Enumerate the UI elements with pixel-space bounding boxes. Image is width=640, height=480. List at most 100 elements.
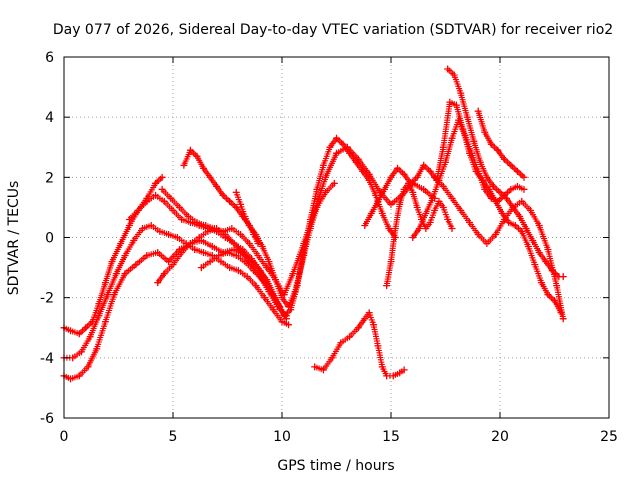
x-tick-label: 25 — [600, 429, 618, 445]
data-point — [442, 158, 449, 166]
data-point — [513, 167, 521, 175]
y-tick-label: 6 — [45, 50, 54, 66]
x-tick-label: 20 — [491, 429, 509, 445]
data-point — [258, 243, 266, 251]
x-tick-label: 0 — [60, 429, 69, 445]
data-point — [365, 309, 373, 317]
data-point — [389, 372, 397, 380]
data-point — [95, 312, 103, 320]
data-point — [468, 149, 476, 157]
data-point — [104, 291, 112, 299]
data-point — [276, 303, 284, 311]
data-point — [143, 197, 151, 205]
data-point — [422, 224, 430, 232]
data-point — [313, 185, 321, 193]
data-point — [250, 267, 258, 275]
data-point — [452, 101, 460, 109]
y-tick-label: -2 — [40, 291, 54, 307]
data-point — [239, 249, 247, 257]
data-point — [516, 212, 524, 220]
data-point — [300, 240, 308, 248]
data-point — [193, 218, 201, 226]
data-point — [500, 155, 508, 163]
y-axis-label: SDTVAR / TECUs — [6, 181, 22, 296]
data-point — [544, 291, 552, 299]
data-point — [226, 264, 234, 272]
data-point — [474, 107, 482, 115]
data-point — [291, 288, 299, 296]
data-point — [487, 194, 495, 202]
data-point — [319, 161, 327, 169]
data-point — [152, 191, 160, 199]
data-point — [413, 173, 421, 181]
data-point — [186, 240, 194, 248]
data-point — [197, 264, 205, 272]
data-point — [75, 372, 83, 380]
series-satellite-6 — [158, 143, 439, 299]
data-point — [328, 354, 336, 362]
data-point — [178, 249, 186, 257]
data-point — [380, 185, 388, 193]
data-point — [134, 206, 142, 214]
data-point — [415, 224, 423, 232]
data-point — [396, 369, 404, 377]
data-point — [367, 209, 375, 217]
data-point — [354, 155, 362, 163]
data-point — [77, 348, 85, 356]
data-point — [173, 234, 181, 241]
data-point — [319, 366, 327, 374]
data-point — [498, 209, 506, 217]
data-point — [289, 270, 297, 278]
data-point — [446, 98, 454, 106]
data-point — [439, 203, 447, 211]
data-point — [455, 116, 463, 124]
data-point — [213, 182, 221, 190]
data-point — [465, 218, 473, 226]
series-satellite-16 — [383, 179, 456, 290]
data-point — [245, 240, 253, 248]
data-point — [215, 252, 223, 260]
data-point — [535, 249, 543, 257]
data-point — [160, 197, 168, 205]
data-point — [457, 89, 465, 97]
data-point — [496, 188, 504, 196]
data-point — [130, 237, 138, 245]
data-point — [67, 327, 75, 335]
data-point — [559, 273, 567, 281]
data-point — [537, 279, 545, 287]
data-point — [202, 221, 210, 229]
data-point — [245, 221, 253, 229]
data-point — [228, 224, 236, 232]
data-point — [387, 173, 395, 181]
data-point — [387, 258, 395, 266]
data-point — [372, 191, 380, 199]
data-point — [531, 261, 539, 269]
data-point — [385, 224, 393, 232]
data-point — [378, 363, 386, 371]
data-point — [204, 227, 212, 235]
series-satellite-9 — [311, 309, 408, 380]
data-point — [154, 249, 162, 257]
data-point — [483, 240, 491, 248]
data-point — [448, 224, 456, 232]
data-point — [326, 143, 334, 151]
chart-title: Day 077 of 2026, Sidereal Day-to-day VTE… — [53, 22, 613, 38]
data-point — [559, 315, 567, 323]
data-point — [487, 140, 495, 148]
data-point — [217, 258, 225, 266]
data-point — [520, 185, 528, 193]
data-point — [241, 212, 249, 220]
data-point — [158, 173, 166, 181]
data-point — [160, 270, 168, 278]
series-satellite-13 — [431, 173, 567, 323]
data-point — [265, 258, 273, 266]
data-point — [444, 65, 452, 73]
data-point — [461, 131, 469, 139]
data-point — [200, 164, 208, 172]
data-point — [522, 224, 530, 232]
data-point — [232, 188, 240, 196]
x-tick-label: 10 — [273, 429, 291, 445]
x-tick-label: 15 — [382, 429, 400, 445]
data-point — [101, 279, 109, 287]
data-point — [258, 276, 266, 284]
